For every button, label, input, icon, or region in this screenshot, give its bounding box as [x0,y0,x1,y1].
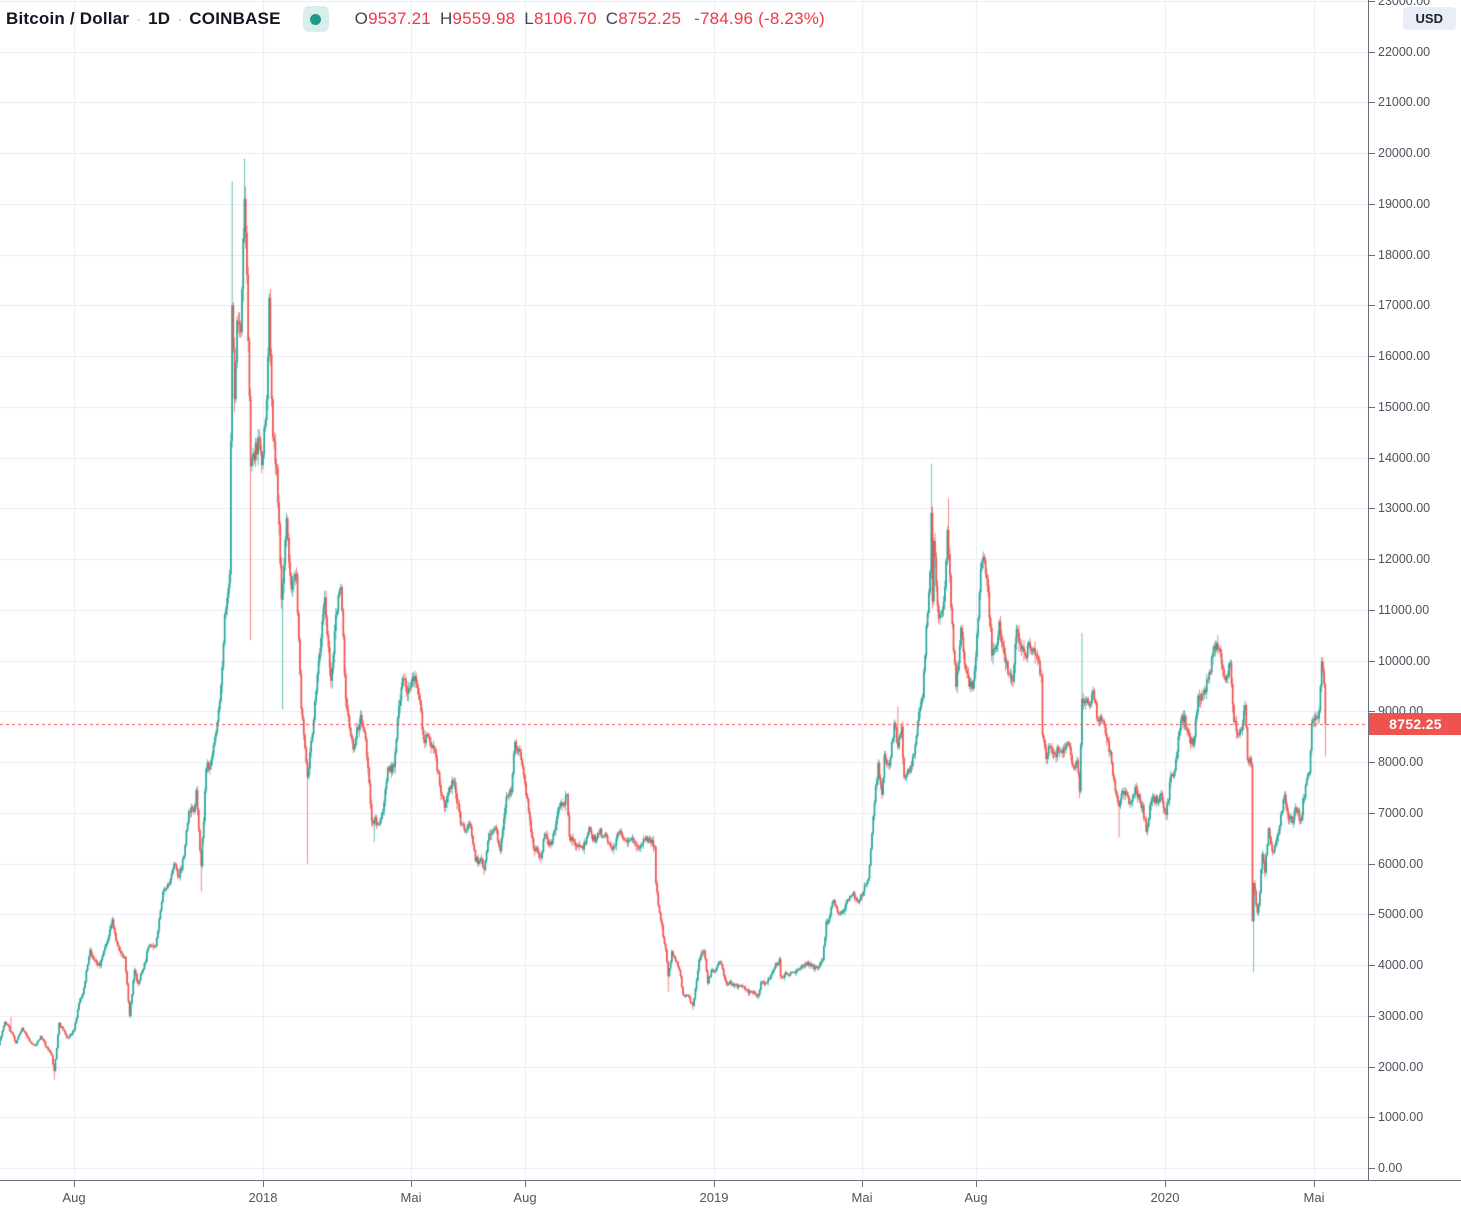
ohlc-values-row: O9537.21 H9559.98 L8106.70 C8752.25 -784… [355,9,825,29]
price-scale-label: 22000.00 [1378,45,1431,59]
price-scale-label: 6000.00 [1378,857,1424,871]
price-scale-label: 3000.00 [1378,1009,1424,1023]
chart-pane[interactable] [0,0,1368,1180]
market-status-indicator [302,6,329,32]
price-tick [1369,1067,1375,1068]
price-tick [1369,711,1375,712]
price-tick [1369,52,1375,53]
time-scale[interactable]: Aug 2018 Mai Aug 2019 Mai Aug 2020 Mai [0,1180,1461,1216]
price-tick [1369,1016,1375,1017]
price-scale-label: 21000.00 [1378,95,1431,109]
time-tick [714,1181,715,1187]
time-scale-label: Aug [62,1190,86,1205]
price-tick [1369,102,1375,103]
status-dot-icon [310,13,322,25]
price-scale-label: 17000.00 [1378,298,1431,312]
price-scale-label: 14000.00 [1378,451,1431,465]
symbol-title[interactable]: Bitcoin / Dollar [6,9,130,28]
price-scale-label: 19000.00 [1378,197,1431,211]
time-tick [976,1181,977,1187]
price-tick [1369,864,1375,865]
time-scale-label: Mai [1303,1190,1325,1205]
price-scale-label: 0.00 [1378,1161,1403,1175]
price-scale-label: 13000.00 [1378,501,1431,515]
time-tick [862,1181,863,1187]
price-tick [1369,305,1375,306]
time-tick [1165,1181,1166,1187]
price-scale-label: 16000.00 [1378,349,1431,363]
time-tick [263,1181,264,1187]
price-tick [1369,610,1375,611]
price-scale-label: 7000.00 [1378,806,1424,820]
open-value: O9537.21 [354,9,431,28]
time-scale-label: 2020 [1150,1190,1180,1205]
high-value: H9559.98 [439,9,516,28]
time-scale-label: Aug [513,1190,537,1205]
price-tick [1369,559,1375,560]
price-tick [1369,508,1375,509]
price-scale-label: 12000.00 [1378,552,1431,566]
price-scale-label: 15000.00 [1378,400,1431,414]
price-scale-label: 20000.00 [1378,146,1431,160]
price-tick [1369,356,1375,357]
price-tick [1369,1168,1375,1169]
symbol-legend: Bitcoin / Dollar · 1D · COINBASE O9537.2… [6,5,825,33]
candlestick-canvas[interactable] [0,0,1368,1180]
change-value: -784.96 (-8.23%) [694,9,825,28]
price-scale-label: 2000.00 [1378,1060,1424,1074]
time-tick [525,1181,526,1187]
price-tick [1369,661,1375,662]
price-scale-label: 4000.00 [1378,958,1424,972]
time-scale-label: 2019 [699,1190,729,1205]
exchange-label[interactable]: COINBASE [189,9,281,28]
price-tick [1369,204,1375,205]
separator-dot: · [177,10,183,28]
time-scale-label: Mai [400,1190,422,1205]
low-value: L8106.70 [524,9,597,28]
time-scale-label: Mai [851,1190,873,1205]
price-tick [1369,813,1375,814]
price-tick [1369,965,1375,966]
price-tick [1369,153,1375,154]
time-tick [411,1181,412,1187]
currency-badge[interactable]: USD [1402,7,1456,30]
price-scale[interactable]: 23000.00 22000.00 21000.00 20000.00 19000.00… [1368,0,1461,1180]
last-price-label: 8752.25 [1369,713,1461,735]
price-scale-label: 18000.00 [1378,248,1431,262]
price-scale-label: 23000.00 [1378,0,1431,8]
time-scale-label: 2018 [248,1190,278,1205]
price-scale-label: 5000.00 [1378,907,1424,921]
price-scale-label: 1000.00 [1378,1110,1424,1124]
price-scale-label: 11000.00 [1378,603,1430,617]
price-scale-label: 8000.00 [1378,755,1424,769]
price-tick [1369,762,1375,763]
time-tick [1314,1181,1315,1187]
price-tick [1369,914,1375,915]
price-tick [1369,407,1375,408]
separator-dot: · [136,10,142,28]
time-tick [74,1181,75,1187]
price-scale-label: 10000.00 [1378,654,1431,668]
interval-label[interactable]: 1D [148,9,171,28]
price-tick [1369,458,1375,459]
time-scale-label: Aug [964,1190,988,1205]
price-tick [1369,1117,1375,1118]
price-tick [1369,255,1375,256]
close-value: C8752.25 [605,9,682,28]
price-tick [1369,1,1375,2]
